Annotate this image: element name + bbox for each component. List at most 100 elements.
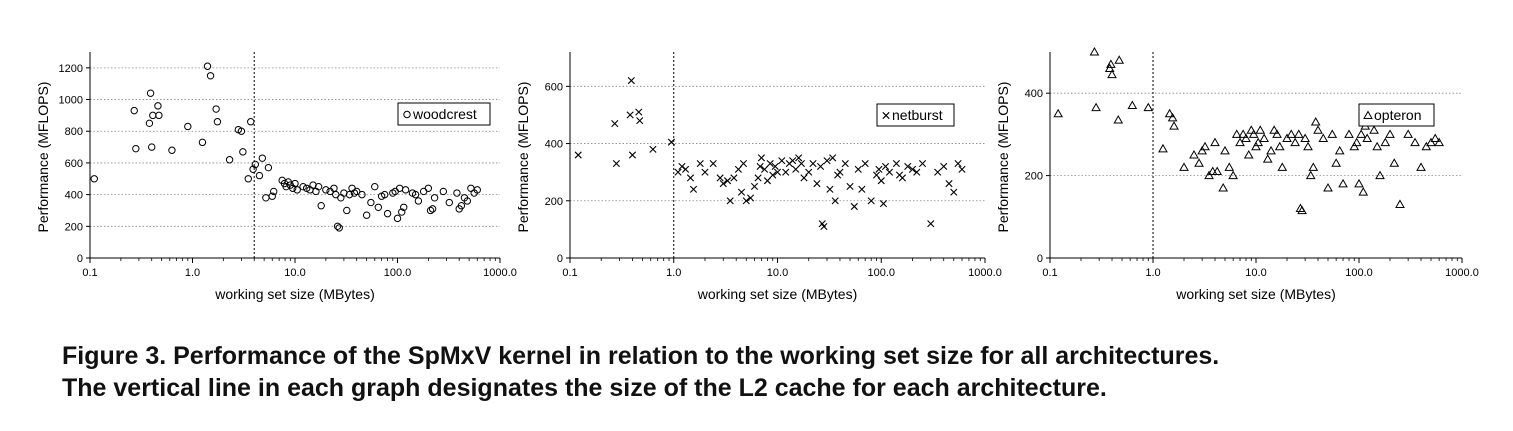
y-tick-label: 0	[77, 253, 83, 265]
x-tick-label: 10.0	[1245, 267, 1266, 279]
charts-canvas: 0 200 400 600 800 1000 1200 0.1 1.0 10.0 100.0 1000…	[35, 46, 1479, 302]
data-point	[333, 222, 342, 231]
data-point	[1331, 158, 1342, 167]
data-point	[1434, 137, 1445, 147]
data-point	[800, 174, 808, 182]
data-point	[414, 197, 423, 205]
data-point	[1179, 162, 1189, 171]
data-point	[846, 182, 854, 191]
data-point	[1286, 129, 1297, 138]
data-point	[820, 222, 828, 231]
series-netburst	[574, 77, 966, 231]
chart-panel-2: 0 200 400 600 0.1 1.0 10.0 100.0 1000.0 working s…	[515, 52, 1002, 302]
data-point	[380, 190, 389, 199]
data-point	[1356, 129, 1367, 138]
data-point	[1362, 133, 1373, 143]
data-point	[1410, 137, 1420, 147]
data-point	[439, 187, 448, 196]
data-point	[1204, 170, 1214, 180]
x-tick-label: 0.1	[1042, 267, 1057, 279]
data-point	[1297, 205, 1307, 215]
data-point	[358, 190, 366, 199]
data-point	[709, 159, 717, 168]
legend-marker	[882, 111, 890, 120]
data-point	[674, 168, 682, 176]
data-point	[255, 171, 264, 180]
series-woodcrest	[90, 62, 481, 232]
data-point	[1290, 137, 1301, 147]
data-point	[746, 194, 755, 202]
data-point	[367, 198, 375, 207]
x-tick-label: 100.0	[384, 267, 412, 279]
data-point	[737, 188, 746, 196]
data-point	[237, 127, 246, 135]
data-point	[1167, 112, 1178, 122]
series-opteron	[1053, 46, 1445, 215]
data-point	[816, 162, 825, 171]
data-point	[701, 168, 709, 176]
data-point	[805, 168, 813, 176]
y-tick-label: 400	[65, 190, 83, 202]
data-point	[213, 118, 222, 126]
data-point	[146, 89, 155, 97]
data-point	[317, 202, 325, 210]
caption-line-1: Figure 3. Performance of the SpMxV kerne…	[62, 342, 1220, 370]
data-point	[1385, 129, 1395, 138]
data-point	[184, 122, 192, 131]
legend-label: woodcrest	[412, 106, 477, 122]
data-point	[1389, 158, 1400, 167]
y-tick-label: 600	[545, 81, 563, 93]
data-point	[723, 177, 732, 185]
data-point	[881, 162, 890, 171]
data-point	[1293, 129, 1304, 138]
data-point	[401, 186, 410, 194]
data-point	[689, 185, 698, 193]
data-point	[90, 175, 98, 183]
data-point	[823, 157, 831, 165]
data-point	[1200, 141, 1210, 151]
data-point	[958, 165, 966, 173]
y-tick-label: 0	[557, 253, 563, 265]
data-point	[1158, 143, 1168, 153]
data-point	[769, 171, 777, 179]
data-point	[1327, 129, 1338, 138]
data-point	[850, 202, 858, 211]
legend-label: opteron	[1374, 107, 1421, 123]
data-point	[282, 182, 290, 191]
data-point	[1220, 145, 1230, 155]
data-point	[795, 154, 803, 162]
x-tick-label: 10.0	[284, 267, 305, 279]
data-point	[1194, 158, 1204, 167]
data-point	[1189, 149, 1199, 159]
data-point	[453, 189, 461, 197]
data-point	[611, 119, 619, 128]
data-point	[371, 182, 379, 191]
data-point	[130, 106, 138, 115]
data-point	[1104, 63, 1115, 72]
y-tick-label: 1000	[59, 95, 83, 107]
data-point	[867, 197, 875, 205]
data-point	[155, 111, 163, 120]
data-point	[1127, 100, 1138, 110]
data-point	[1210, 137, 1220, 147]
y-tick-label: 1200	[59, 63, 83, 75]
data-point	[345, 190, 354, 199]
data-point	[756, 162, 764, 171]
legend: opteron	[1358, 103, 1435, 127]
data-point	[771, 162, 779, 171]
data-point	[636, 117, 644, 125]
data-point	[858, 185, 866, 193]
x-tick-label: 0.1	[562, 267, 577, 279]
data-point	[1266, 145, 1276, 155]
data-point	[239, 148, 247, 156]
data-point	[1334, 145, 1345, 155]
data-point	[1358, 187, 1369, 196]
data-point	[1323, 182, 1333, 192]
y-axis-label: Performance (MFLOPS)	[35, 82, 51, 233]
data-point	[782, 168, 790, 176]
data-point	[203, 62, 212, 70]
data-point	[1053, 108, 1064, 118]
legend-marker	[1363, 110, 1373, 119]
x-axis-label: working set size (MBytes)	[697, 286, 857, 302]
data-point	[247, 118, 255, 126]
